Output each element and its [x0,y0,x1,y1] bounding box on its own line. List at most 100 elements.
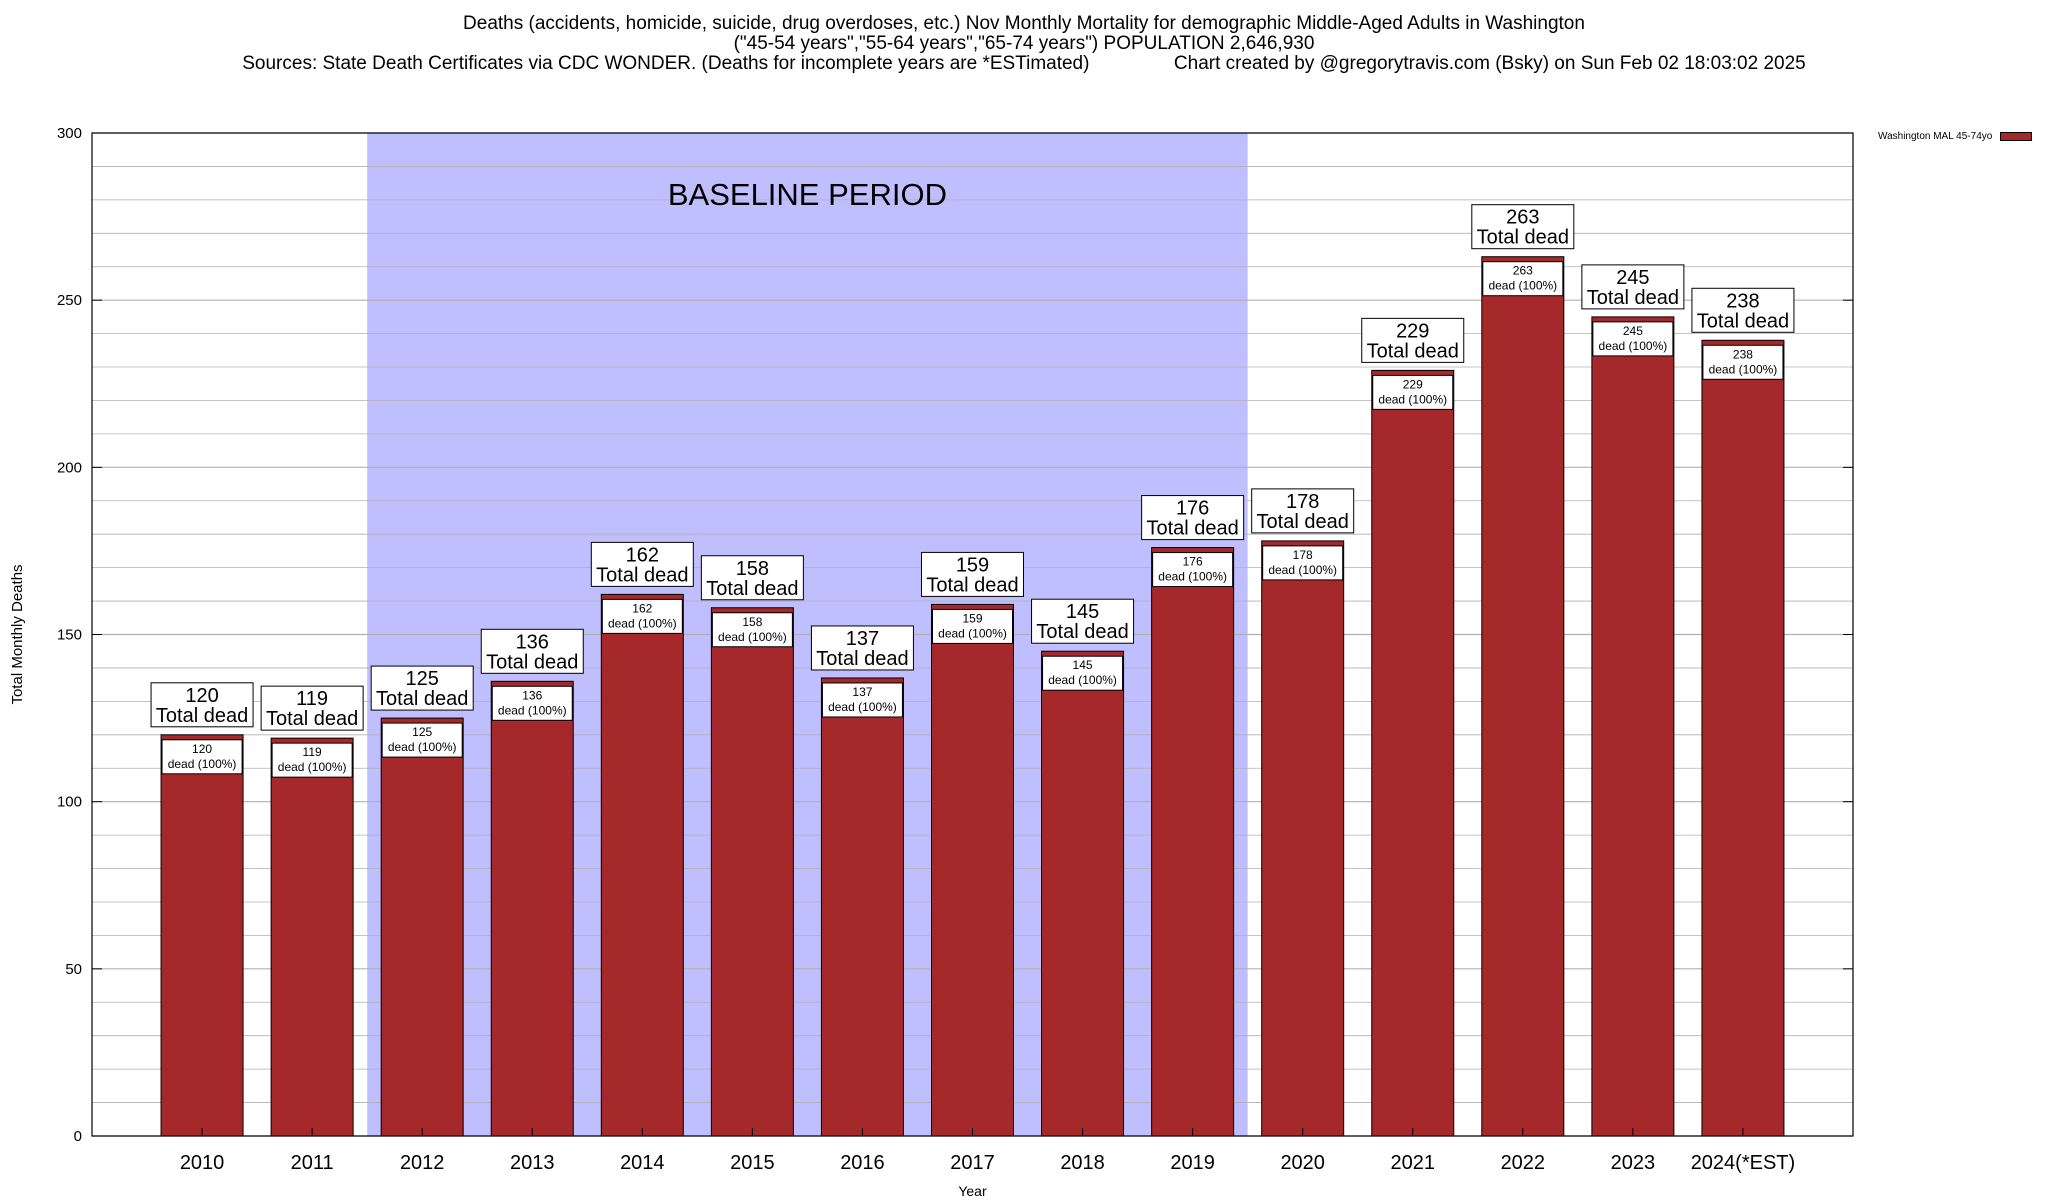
segment-label-text: dead (100%) [608,616,677,630]
segment-label-box [271,742,353,778]
total-label-value: 120 [185,685,218,707]
segment-label-value: 238 [1733,347,1753,361]
bar [380,717,464,1137]
segment-label-text: dead (100%) [1599,339,1668,353]
y-tick-label: 50 [65,961,82,978]
segment-label-value: 263 [1513,264,1533,278]
y-tick-label: 100 [57,794,82,811]
total-label-value: 158 [736,558,769,580]
total-label-value: 145 [1066,601,1099,623]
segment-label-box [932,608,1013,644]
total-label-box [1471,204,1575,250]
segment-label-value: 145 [1073,658,1093,672]
x-tick-label: 2019 [1170,1152,1215,1174]
segment-label-value: 159 [962,611,982,625]
bar [931,603,1014,1137]
total-label-text: Total dead [816,648,908,670]
total-label-value: 159 [956,554,989,576]
annotation-baseline-period: BASELINE PERIOD [668,177,947,212]
total-label-text: Total dead [486,651,578,673]
bar [490,680,574,1137]
segment-label-box [1482,261,1564,297]
total-label-value: 263 [1506,207,1539,229]
total-label-value: 162 [626,544,659,566]
total-label-text: Total dead [266,708,358,730]
segment-label-box [1262,545,1344,581]
bar [1041,650,1125,1137]
x-tick-label: 2017 [950,1152,995,1174]
segment-label-text: dead (100%) [498,703,567,717]
total-label-box [1031,598,1135,644]
bar [160,734,244,1137]
y-tick-label: 300 [57,125,82,142]
bar [1591,316,1675,1137]
x-tick-label: 2023 [1611,1152,1656,1174]
x-tick-label: 2015 [730,1152,775,1174]
y-tick-label: 200 [57,459,82,476]
y-axis-label: Total Monthly Deaths [9,564,26,704]
bar [600,593,684,1137]
bar [1701,339,1785,1137]
segment-label-box [1042,655,1124,691]
total-label-box [921,551,1024,597]
segment-label-box [381,722,463,758]
segment-label-value: 245 [1623,324,1643,338]
segment-label-box [1592,321,1674,357]
segment-label-value: 119 [303,745,322,759]
total-label-value: 229 [1396,320,1429,342]
total-label-text: Total dead [1477,227,1569,249]
total-label-text: Total dead [1367,340,1459,362]
segment-label-text: dead (100%) [168,757,237,771]
total-label-box [700,555,804,601]
segment-label-text: dead (100%) [388,740,457,754]
segment-label-text: dead (100%) [278,760,347,774]
total-label-value: 136 [516,631,549,653]
total-label-text: Total dead [1257,511,1349,533]
total-label-box [150,682,254,728]
chart-title: Deaths (accidents, homicide, suicide, dr… [0,14,2048,74]
segment-label-value: 158 [742,615,762,629]
segment-label-box [1152,552,1234,588]
x-tick-label: 2020 [1280,1152,1325,1174]
y-tick-label: 250 [57,292,82,309]
segment-label-text: dead (100%) [1709,362,1778,376]
legend-swatch [2000,132,2033,141]
total-label-box [1581,264,1685,310]
total-label-text: Total dead [926,574,1018,596]
x-tick-label: 2022 [1501,1152,1546,1174]
x-tick-label: 2018 [1060,1152,1105,1174]
title-line-1: Deaths (accidents, homicide, suicide, dr… [463,13,1585,34]
segment-label-text: dead (100%) [1158,570,1227,584]
total-label-box [370,665,474,711]
segment-label-box [821,682,903,718]
total-label-box [260,685,364,731]
total-label-text: Total dead [156,705,248,727]
y-tick-label: 0 [74,1128,82,1145]
total-label-text: Total dead [596,564,688,586]
total-label-value: 178 [1286,491,1319,513]
x-axis-label: Year [958,1183,987,1199]
total-label-text: Total dead [376,688,468,710]
total-label-box [1251,488,1355,534]
legend: Washington MAL 45-74yo [1878,131,2033,142]
segment-label-box [1702,344,1784,380]
segment-label-text: dead (100%) [1268,563,1337,577]
x-tick-label: 2016 [840,1152,885,1174]
total-label-box [480,628,584,674]
segment-label-text: dead (100%) [718,630,787,644]
total-label-box [590,541,694,587]
bar [1371,369,1455,1137]
segment-label-box [491,685,573,721]
y-tick-label: 150 [57,627,82,644]
bar [270,737,354,1137]
total-label-value: 137 [846,628,879,650]
segment-label-value: 162 [632,601,652,615]
total-label-box [810,625,914,671]
title-line-3: Sources: State Death Certificates via CD… [242,53,1806,74]
x-tick-label: 2021 [1391,1152,1436,1174]
legend-label: Washington MAL 45-74yo [1878,131,1993,142]
total-label-box [1361,317,1465,363]
title-line-2: ("45-54 years","55-64 years","65-74 year… [733,33,1315,54]
total-label-box [1141,495,1245,541]
